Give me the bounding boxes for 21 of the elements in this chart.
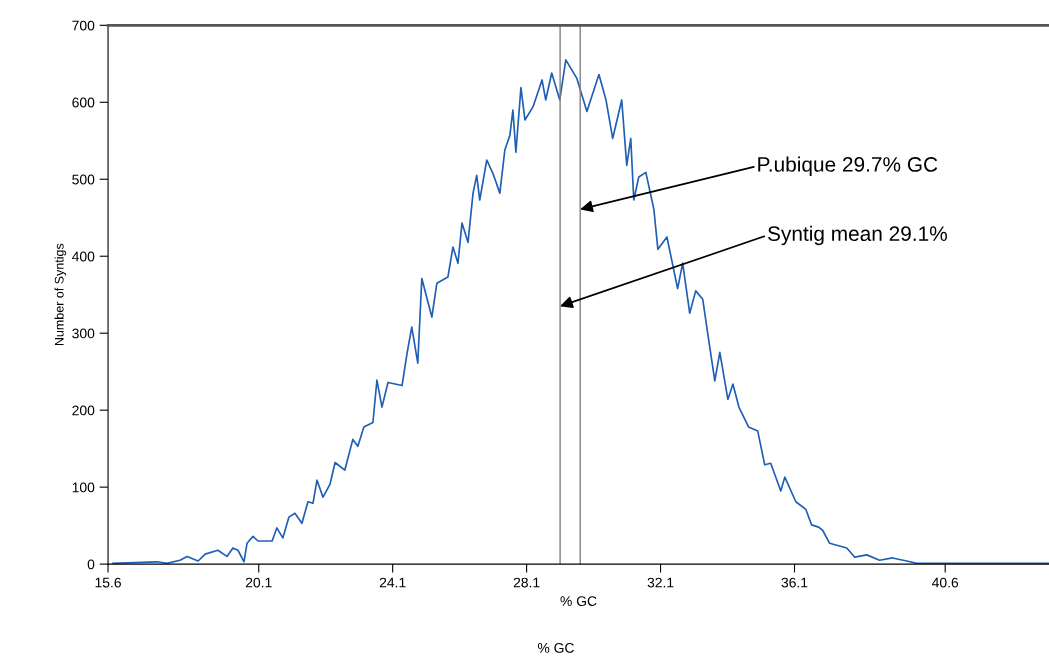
x-axis-title: % GC: [560, 596, 597, 606]
line-series: [112, 59, 1049, 565]
y-tick-label: 500: [72, 174, 95, 185]
y-axis-title: Number of Syntigs: [54, 243, 67, 346]
y-tick-label: 700: [72, 20, 95, 31]
y-tick-label: 100: [72, 482, 95, 493]
y-tick-label: 200: [72, 405, 95, 416]
x-tick-label: 15.6: [95, 577, 121, 588]
x-tick-label: 36.1: [781, 577, 808, 588]
x-tick-label: 20.1: [245, 577, 272, 588]
annotation: Syntig mean 29.1%: [768, 225, 947, 246]
x-tick-label: 40.6: [932, 577, 959, 588]
x-tick-label: 28.1: [513, 577, 540, 588]
x-tick-label: 32.1: [647, 577, 674, 588]
y-tick-label: 0: [87, 559, 95, 570]
annotation: P.ubique 29.7% GC: [758, 156, 938, 176]
y-tick-label: 600: [72, 97, 95, 108]
y-tick-label: 300: [72, 328, 95, 339]
text: % GC: [537, 642, 574, 653]
x-tick-label: 24.1: [379, 577, 406, 588]
y-tick-label: 400: [72, 251, 95, 262]
